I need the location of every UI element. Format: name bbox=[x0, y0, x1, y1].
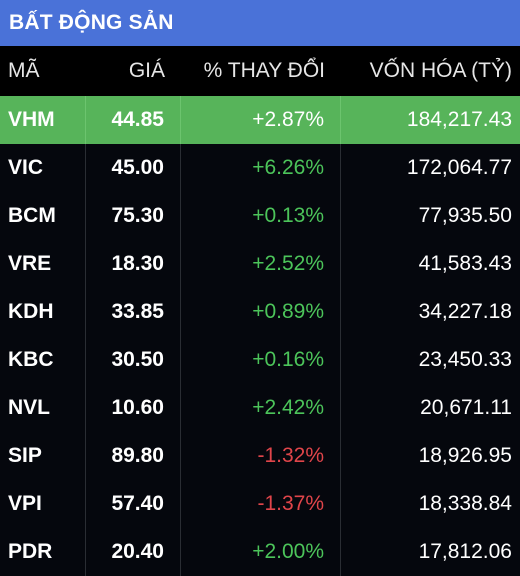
row-market-cap: 34,227.18 bbox=[418, 300, 512, 323]
row-symbol: BCM bbox=[0, 192, 86, 240]
row-change: +6.26% bbox=[181, 144, 341, 192]
row-price: 10.60 bbox=[86, 384, 181, 432]
table-row[interactable]: SIP 89.80 -1.32% 18,926.95 bbox=[0, 432, 520, 480]
row-change: +2.87% bbox=[181, 96, 341, 144]
row-price: 89.80 bbox=[86, 432, 181, 480]
row-price: 75.30 bbox=[86, 192, 181, 240]
table-row[interactable]: KBC 30.50 +0.16% 23,450.33 bbox=[0, 336, 520, 384]
row-symbol: KBC bbox=[0, 336, 86, 384]
row-price: 45.00 bbox=[86, 144, 181, 192]
stock-table-body: VHM 44.85 +2.87% 184,217.43 VIC 45.00 +6… bbox=[0, 96, 520, 576]
table-row[interactable]: VRE 18.30 +2.52% 41,583.43 bbox=[0, 240, 520, 288]
row-symbol: VRE bbox=[0, 240, 86, 288]
row-price: 18.30 bbox=[86, 240, 181, 288]
row-change: +2.52% bbox=[181, 240, 341, 288]
table-header: MÃ GIÁ % THAY ĐỔI VỐN HÓA (TỶ) bbox=[0, 46, 520, 96]
row-change: +2.00% bbox=[181, 528, 341, 576]
row-change: -1.37% bbox=[181, 480, 341, 528]
row-market-cap: 18,926.95 bbox=[418, 444, 512, 467]
table-row[interactable]: VHM 44.85 +2.87% 184,217.43 bbox=[0, 96, 520, 144]
row-market-cap: 20,671.11 bbox=[420, 396, 512, 419]
row-price: 33.85 bbox=[86, 288, 181, 336]
row-market-cap: 172,064.77 bbox=[406, 156, 512, 179]
row-price: 44.85 bbox=[86, 96, 181, 144]
sector-title: BẤT ĐỘNG SẢN bbox=[9, 11, 174, 34]
column-header-symbol[interactable]: MÃ bbox=[8, 59, 40, 82]
row-market-cap: 184,217.43 bbox=[406, 108, 512, 131]
sector-title-bar: BẤT ĐỘNG SẢN bbox=[0, 0, 520, 46]
row-symbol: VPI bbox=[0, 480, 86, 528]
row-market-cap: 18,338.84 bbox=[418, 492, 512, 515]
row-market-cap: 23,450.33 bbox=[418, 348, 512, 371]
row-change: +0.13% bbox=[181, 192, 341, 240]
table-row[interactable]: KDH 33.85 +0.89% 34,227.18 bbox=[0, 288, 520, 336]
row-symbol: PDR bbox=[0, 528, 86, 576]
table-row[interactable]: VPI 57.40 -1.37% 18,338.84 bbox=[0, 480, 520, 528]
row-change: +0.16% bbox=[181, 336, 341, 384]
row-symbol: NVL bbox=[0, 384, 86, 432]
row-market-cap: 77,935.50 bbox=[418, 204, 512, 227]
row-symbol: VHM bbox=[0, 96, 86, 144]
row-price: 57.40 bbox=[86, 480, 181, 528]
table-row[interactable]: BCM 75.30 +0.13% 77,935.50 bbox=[0, 192, 520, 240]
table-row[interactable]: VIC 45.00 +6.26% 172,064.77 bbox=[0, 144, 520, 192]
column-header-change[interactable]: % THAY ĐỔI bbox=[203, 59, 325, 82]
row-market-cap: 41,583.43 bbox=[418, 252, 512, 275]
row-price: 20.40 bbox=[86, 528, 181, 576]
column-header-price[interactable]: GIÁ bbox=[128, 59, 165, 82]
row-symbol: KDH bbox=[0, 288, 86, 336]
table-row[interactable]: NVL 10.60 +2.42% 20,671.11 bbox=[0, 384, 520, 432]
table-row[interactable]: PDR 20.40 +2.00% 17,812.06 bbox=[0, 528, 520, 576]
row-symbol: SIP bbox=[0, 432, 86, 480]
row-change: +0.89% bbox=[181, 288, 341, 336]
row-change: -1.32% bbox=[181, 432, 341, 480]
row-symbol: VIC bbox=[0, 144, 86, 192]
row-price: 30.50 bbox=[86, 336, 181, 384]
row-market-cap: 17,812.06 bbox=[418, 540, 512, 563]
row-change: +2.42% bbox=[181, 384, 341, 432]
column-header-market-cap[interactable]: VỐN HÓA (TỶ) bbox=[369, 59, 512, 82]
